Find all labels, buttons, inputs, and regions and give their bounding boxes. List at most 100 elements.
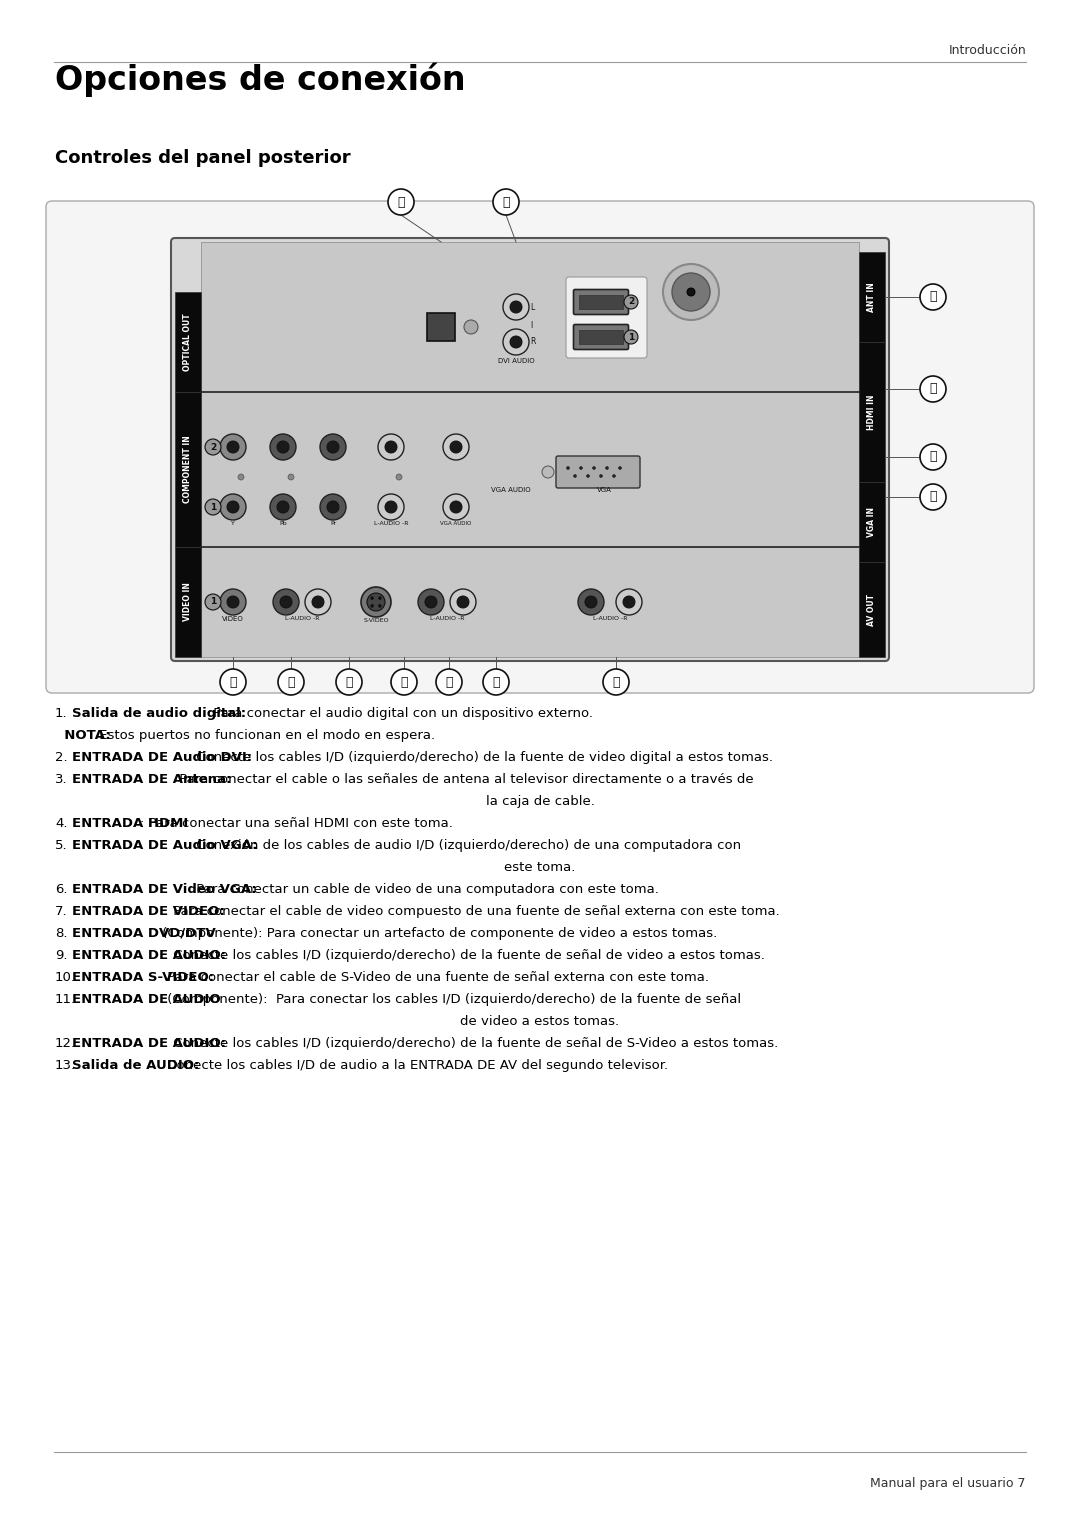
Text: Para conectar el audio digital con un dispositivo externo.: Para conectar el audio digital con un di…: [208, 707, 593, 721]
Text: ②: ②: [502, 195, 510, 209]
Text: ⑩: ⑩: [401, 675, 408, 689]
Circle shape: [288, 473, 294, 479]
Text: Salida de audio digital:: Salida de audio digital:: [72, 707, 246, 721]
Text: I: I: [530, 321, 532, 330]
Circle shape: [205, 499, 221, 515]
Text: NOTA:: NOTA:: [55, 728, 110, 742]
Circle shape: [238, 473, 244, 479]
Circle shape: [450, 441, 462, 454]
Text: OPTICAL OUT: OPTICAL OUT: [184, 313, 192, 371]
Circle shape: [327, 501, 339, 513]
Circle shape: [624, 330, 638, 344]
Circle shape: [592, 466, 596, 470]
Text: ENTRADA DE Video VGA:: ENTRADA DE Video VGA:: [72, 883, 257, 896]
Circle shape: [612, 475, 616, 478]
Circle shape: [227, 501, 239, 513]
Circle shape: [450, 501, 462, 513]
Bar: [175, 547, 201, 657]
Circle shape: [220, 669, 246, 695]
Text: ENTRADA DE VIDEO:: ENTRADA DE VIDEO:: [72, 906, 225, 918]
Text: Para conectar el cable de S-Video de una fuente de señal externa con este toma.: Para conectar el cable de S-Video de una…: [163, 971, 710, 983]
Text: 2: 2: [210, 443, 216, 452]
Bar: [427, 313, 455, 341]
Circle shape: [270, 434, 296, 460]
Bar: [175, 392, 201, 547]
Circle shape: [426, 596, 437, 608]
Circle shape: [585, 596, 597, 608]
FancyBboxPatch shape: [573, 325, 629, 350]
Text: 6.: 6.: [55, 883, 67, 896]
Circle shape: [227, 441, 239, 454]
Circle shape: [327, 441, 339, 454]
Circle shape: [578, 589, 604, 615]
Circle shape: [605, 466, 609, 470]
Text: 3.: 3.: [55, 773, 68, 786]
Text: VGA IN: VGA IN: [867, 507, 877, 538]
Circle shape: [920, 376, 946, 402]
Text: AV OUT: AV OUT: [867, 594, 877, 626]
Text: VGA: VGA: [596, 487, 611, 493]
Text: HDMI IN: HDMI IN: [867, 394, 877, 429]
Text: L: L: [530, 302, 535, 312]
Text: ⑨: ⑨: [346, 675, 353, 689]
Circle shape: [378, 597, 381, 600]
Circle shape: [276, 501, 289, 513]
Text: VIDEO IN: VIDEO IN: [184, 583, 192, 621]
Bar: [201, 241, 859, 657]
Text: Para conectar el cable de video compuesto de una fuente de señal externa con est: Para conectar el cable de video compuest…: [168, 906, 780, 918]
Text: Pb: Pb: [280, 521, 287, 525]
Circle shape: [278, 669, 303, 695]
Circle shape: [205, 438, 221, 455]
Circle shape: [920, 484, 946, 510]
Text: de video a estos tomas.: de video a estos tomas.: [460, 1015, 620, 1028]
Text: Introducción: Introducción: [948, 44, 1026, 56]
Circle shape: [384, 441, 397, 454]
Text: 9.: 9.: [55, 948, 67, 962]
Circle shape: [566, 466, 570, 470]
Circle shape: [370, 597, 374, 600]
Circle shape: [623, 596, 635, 608]
Circle shape: [220, 495, 246, 521]
Text: ①: ①: [397, 195, 405, 209]
Text: ENTRADA HDMI: ENTRADA HDMI: [72, 817, 188, 831]
FancyBboxPatch shape: [171, 238, 889, 661]
Text: ⑦: ⑦: [229, 675, 237, 689]
Text: Conecte los cables I/D (izquierdo/derecho) de la fuente de video digital a estos: Conecte los cables I/D (izquierdo/derech…: [192, 751, 772, 764]
Text: Estos puertos no funcionan en el modo en espera.: Estos puertos no funcionan en el modo en…: [95, 728, 435, 742]
Text: ENTRADA S-VIDEO:: ENTRADA S-VIDEO:: [72, 971, 214, 983]
Text: VGA AUDIO: VGA AUDIO: [441, 521, 472, 525]
Text: VIDEO: VIDEO: [222, 615, 244, 621]
Text: Opciones de conexión: Opciones de conexión: [55, 63, 465, 98]
Text: ENTRADA DE AUDIO:: ENTRADA DE AUDIO:: [72, 948, 226, 962]
Text: (Componente):  Para conectar los cables I/D (izquierdo/derecho) de la fuente de : (Componente): Para conectar los cables I…: [163, 993, 741, 1006]
Bar: [859, 342, 885, 483]
Bar: [175, 292, 201, 392]
Circle shape: [920, 284, 946, 310]
Circle shape: [920, 444, 946, 470]
Circle shape: [450, 589, 476, 615]
Circle shape: [624, 295, 638, 308]
Circle shape: [220, 589, 246, 615]
Circle shape: [457, 596, 469, 608]
Text: Salida de AUDIO:: Salida de AUDIO:: [72, 1060, 200, 1072]
Circle shape: [378, 495, 404, 521]
Text: 2: 2: [627, 298, 634, 307]
Circle shape: [361, 586, 391, 617]
Circle shape: [280, 596, 292, 608]
Text: ④: ④: [929, 382, 936, 395]
Text: 4.: 4.: [55, 817, 67, 831]
Text: Pr: Pr: [329, 521, 336, 525]
FancyBboxPatch shape: [556, 457, 640, 489]
Text: ⑪: ⑪: [445, 675, 453, 689]
Text: DVI AUDIO: DVI AUDIO: [498, 357, 535, 363]
Text: R: R: [530, 337, 536, 347]
Circle shape: [510, 336, 522, 348]
Text: 2.: 2.: [55, 751, 68, 764]
Circle shape: [616, 589, 642, 615]
FancyBboxPatch shape: [573, 290, 629, 315]
Text: 1: 1: [210, 597, 216, 606]
Text: ENTRADA DE Antena:: ENTRADA DE Antena:: [72, 773, 231, 786]
Circle shape: [367, 592, 384, 611]
Circle shape: [336, 669, 362, 695]
Text: L-AUDIO -R: L-AUDIO -R: [430, 615, 464, 621]
